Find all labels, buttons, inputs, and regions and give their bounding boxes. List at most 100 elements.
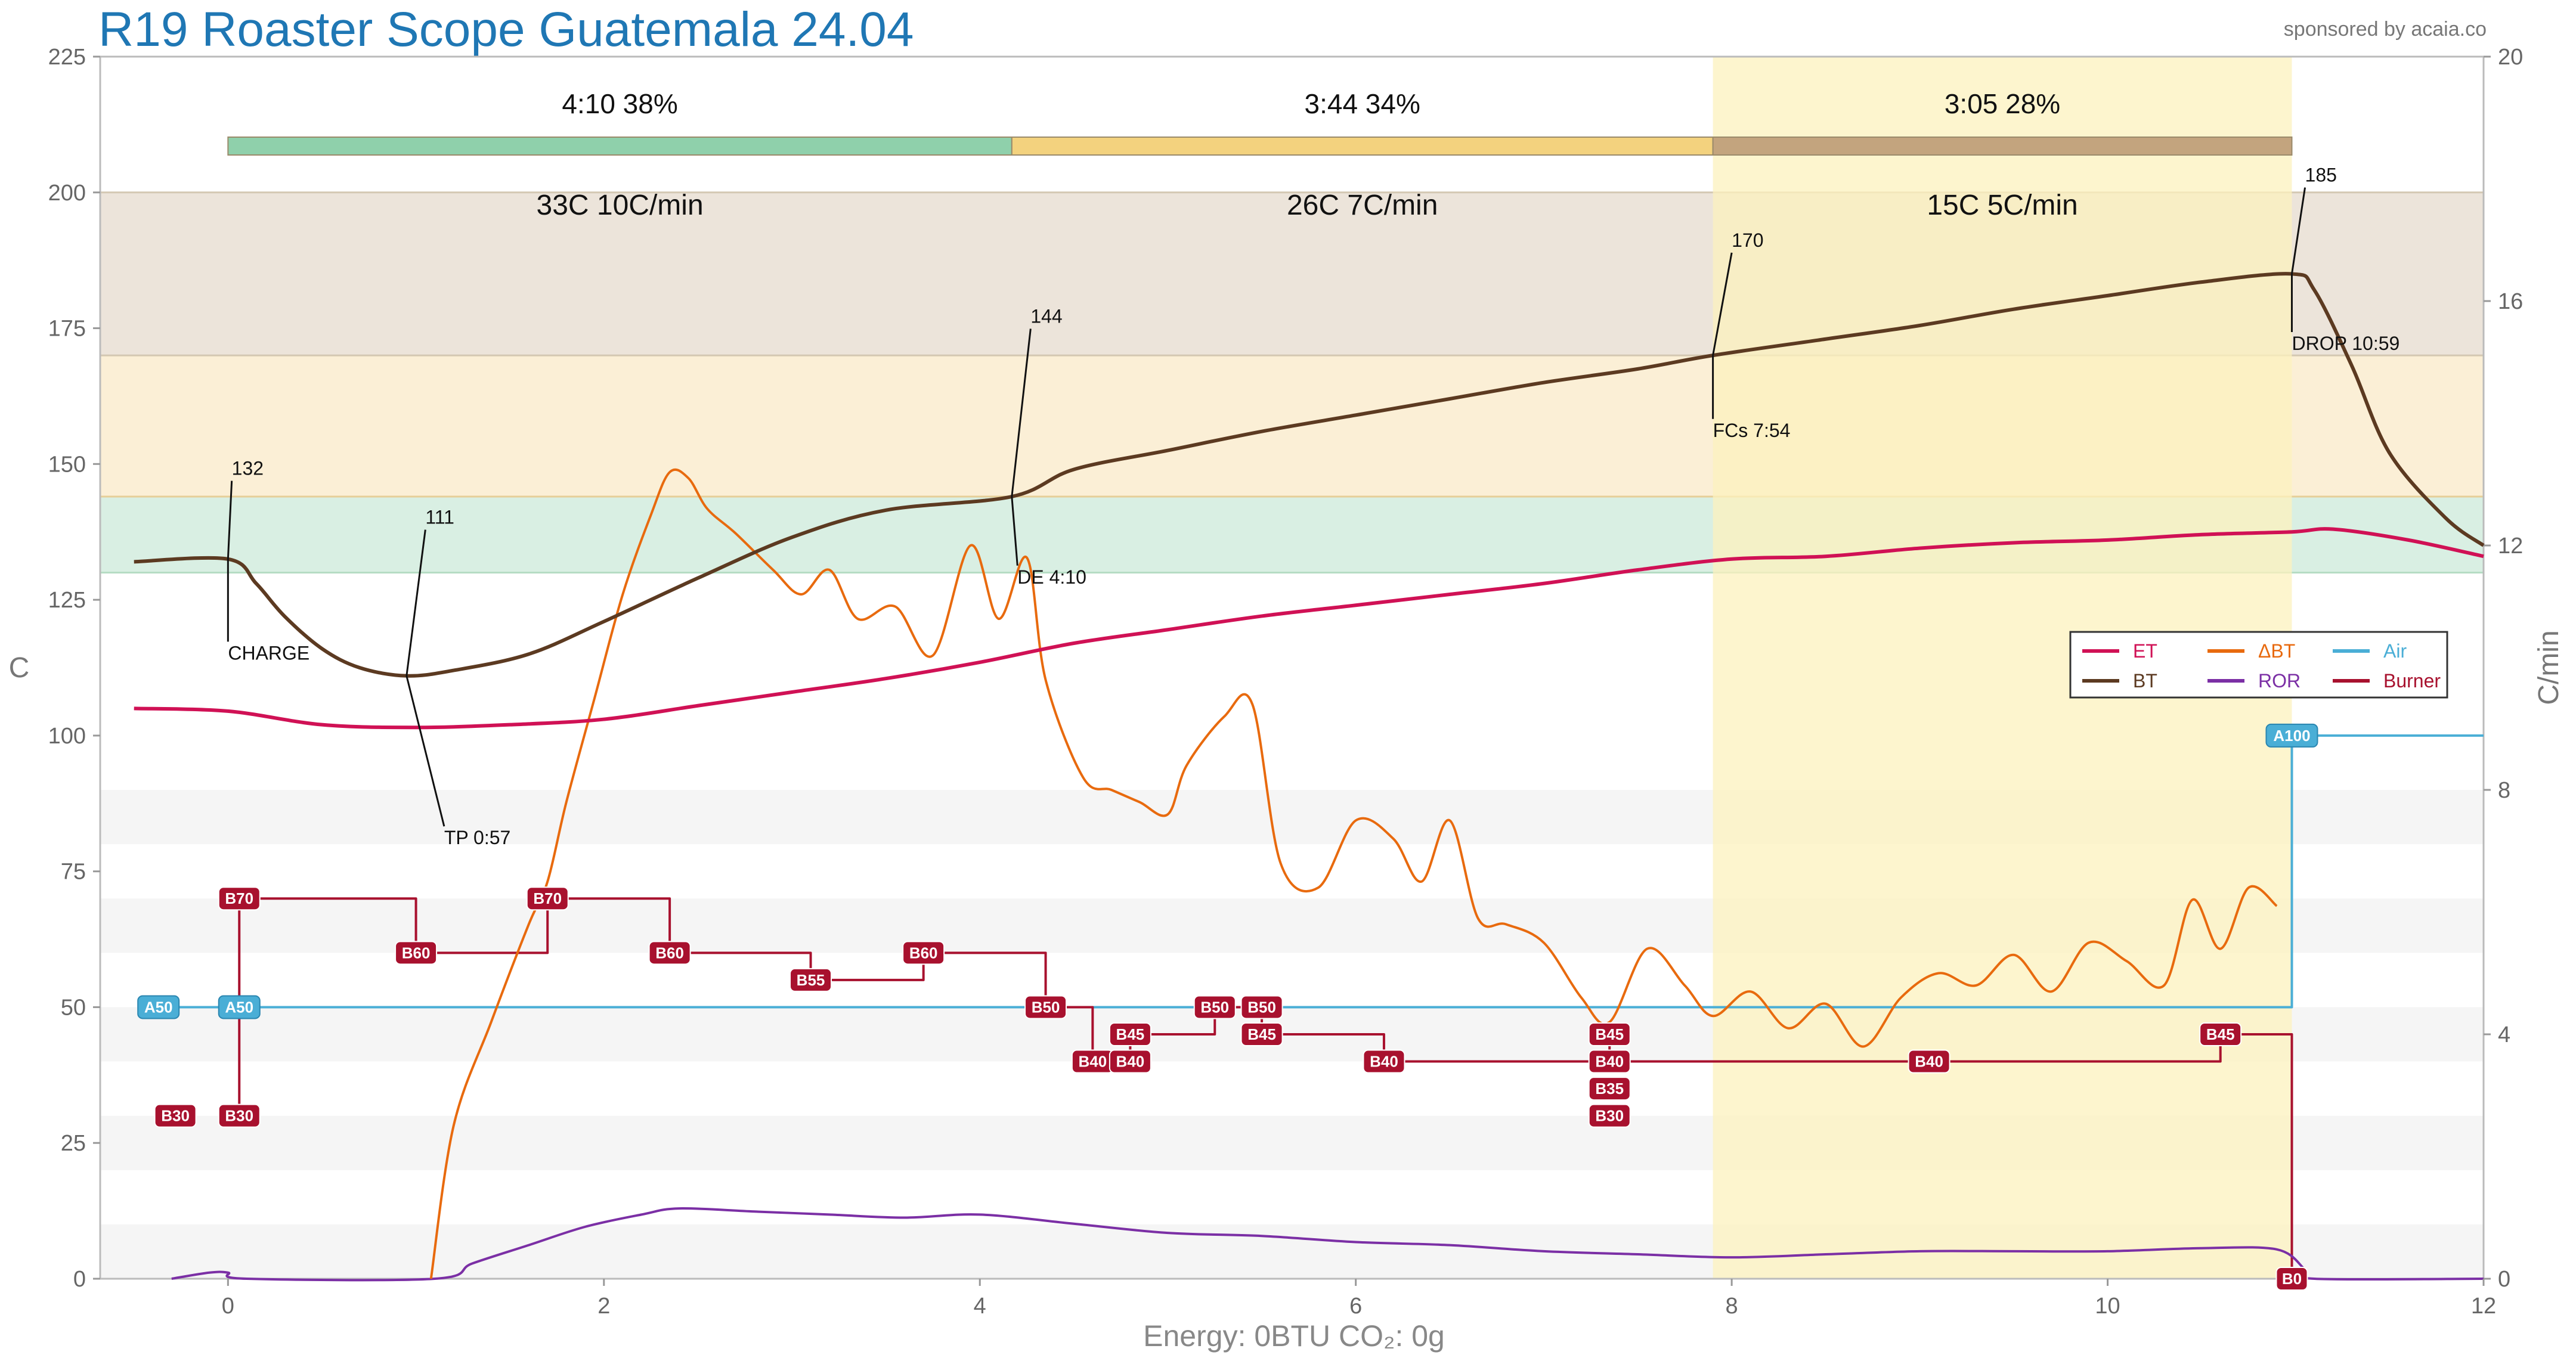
legend-label-bt: BT [2133, 670, 2157, 692]
event-value: 170 [1732, 230, 1763, 251]
event-value: 144 [1030, 305, 1062, 327]
series-line-ror [171, 1207, 2484, 1282]
air-tag: A50 [225, 998, 253, 1016]
plot-border [99, 55, 2485, 1280]
burner-tag: B60 [655, 944, 684, 962]
burner-tag: B30 [1595, 1107, 1624, 1125]
y-right-axis-title: C/min [2533, 630, 2565, 705]
y-left-tick-label: 200 [48, 181, 86, 206]
burner-tag-box [1109, 1049, 1151, 1074]
burner-tag-box [1363, 1049, 1405, 1074]
y-right-tick-label: 0 [2498, 1267, 2510, 1292]
air-tag-box [2265, 723, 2318, 748]
burner-tag-box [902, 941, 945, 965]
burner-tag-box [526, 886, 569, 911]
event-value: 132 [232, 458, 264, 479]
y-left-tick-label: 50 [61, 995, 86, 1020]
phase-bars: 4:10 38% 33C 10C/min 3:44 34% 26C 7C/min 3:0… [227, 88, 2293, 221]
phase-duration-label: 4:10 38% [562, 88, 677, 119]
y-right-tick-label: 20 [2498, 45, 2523, 70]
energy-footer: Energy: 0BTU CO₂: 0g [1143, 1319, 1445, 1353]
burner-tag-box [1193, 995, 1236, 1019]
air-tag-box [218, 995, 261, 1019]
event-label: TP 0:57 [444, 827, 510, 848]
y-left-tick-label: 225 [48, 45, 86, 70]
phase-duration-label: 3:05 28% [1945, 88, 2060, 119]
y-left-axis-title: C [9, 652, 30, 684]
event-annotations: 132 CHARGE 111 TP 0:57 144 DE 4:10 170 FCs 7:54… [227, 165, 2399, 848]
burner-tag: B45 [1595, 1025, 1624, 1043]
y-right-tick-label: 4 [2498, 1022, 2510, 1047]
event-label: DE 4:10 [1017, 566, 1086, 588]
burner-tag: B40 [1370, 1053, 1398, 1071]
x-tick-label: 10 [2095, 1294, 2120, 1319]
burner-tag: B60 [909, 944, 938, 962]
burner-tag: B50 [1032, 998, 1060, 1016]
burner-tag: B45 [2206, 1025, 2235, 1043]
control-tags: B30 B30 B70 B60 B70 B60 B55 B60 B50 B40 B40 B45 B50 B… [137, 723, 2318, 1291]
x-tick-label: 2 [597, 1294, 610, 1319]
series-line-et [134, 527, 2484, 730]
burner-tag: B35 [1595, 1080, 1624, 1098]
event-leader [1011, 328, 1032, 497]
burner-tag: B30 [225, 1107, 253, 1125]
burner-tag: B45 [1247, 1025, 1276, 1043]
y-left-tick-label: 175 [48, 317, 86, 342]
burner-tag-box [1588, 1049, 1631, 1074]
legend-label-et: ET [2133, 640, 2157, 662]
phase-bar [227, 137, 1013, 156]
y-left-tick-label: 0 [73, 1267, 86, 1292]
y-right-tick-label: 8 [2498, 778, 2510, 803]
burner-tag-box [1024, 995, 1067, 1019]
burner-tag-box [1588, 1077, 1631, 1101]
chart-title: R19 Roaster Scope Guatemala 24.04 [98, 2, 914, 57]
x-tick-label: 4 [974, 1294, 986, 1319]
event-label: CHARGE [228, 642, 309, 664]
legend-label-ror: ROR [2258, 670, 2301, 692]
y-right-tick-label: 16 [2498, 289, 2523, 314]
phase-duration-label: 3:44 34% [1305, 88, 1420, 119]
burner-tag-box [648, 941, 691, 965]
event-leader [1011, 496, 1018, 566]
event-leader [405, 529, 426, 676]
phase-bar [1011, 137, 1714, 156]
burner-tag-box [395, 941, 438, 965]
x-tick-label: 8 [1726, 1294, 1738, 1319]
legend-label-deltabt: ΔBT [2258, 640, 2295, 662]
series-line-air [158, 734, 2484, 1009]
series-line-bt [134, 272, 2485, 678]
event-value: 111 [425, 507, 454, 528]
y-right-tick-label: 12 [2498, 534, 2523, 559]
phase-delta-label: 15C 5C/min [1927, 190, 2077, 221]
event-leader [405, 675, 445, 827]
phase-bar [1712, 137, 2293, 156]
burner-tag-box [1588, 1022, 1631, 1046]
event-leader [227, 480, 233, 559]
burner-tag: B40 [1116, 1053, 1145, 1071]
plot-frame [99, 55, 2485, 1280]
event-label: DROP 10:59 [2292, 333, 2399, 354]
burner-tag-box [154, 1103, 197, 1128]
burner-tag-box [1240, 995, 1283, 1019]
burner-tag: B55 [797, 971, 825, 989]
series-line-δbt [429, 468, 2278, 1279]
y-left-tick-label: 25 [61, 1131, 86, 1156]
burner-tag: B40 [1079, 1053, 1107, 1071]
x-tick-label: 6 [1349, 1294, 1362, 1319]
legend-box [2069, 631, 2448, 699]
legend: ET ΔBT Air BT ROR Burner [2069, 631, 2448, 699]
event-leader [2290, 187, 2306, 274]
burner-tag-box [1240, 1022, 1283, 1046]
burner-tag-box [218, 886, 261, 911]
burner-tag: B30 [161, 1107, 190, 1125]
air-tag: A50 [144, 998, 173, 1016]
y-left-tick-label: 75 [61, 860, 86, 885]
burner-tag-box [218, 1103, 261, 1128]
air-tag-box [137, 995, 180, 1019]
burner-tag: B70 [533, 889, 562, 907]
burner-tag-box [1908, 1049, 1950, 1074]
phase-delta-label: 26C 7C/min [1287, 190, 1438, 221]
burner-tag: B40 [1595, 1053, 1624, 1071]
burner-tag-box [2275, 1267, 2308, 1291]
